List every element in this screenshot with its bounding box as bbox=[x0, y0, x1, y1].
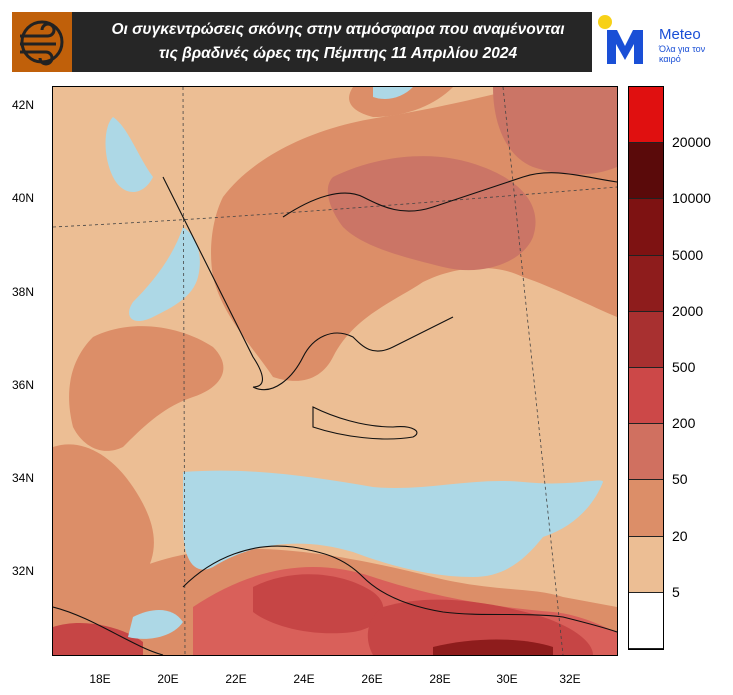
low-dust-area bbox=[129, 227, 200, 322]
colorbar-segment bbox=[629, 255, 663, 312]
colorbar-segment bbox=[629, 424, 663, 481]
lon-label-30e: 30E bbox=[496, 672, 518, 686]
colorbar-label: 5000 bbox=[672, 246, 704, 263]
meteo-m-icon bbox=[598, 15, 643, 64]
colorbar-segment bbox=[629, 536, 663, 593]
colorbar-segment bbox=[629, 143, 663, 200]
lon-label-22e: 22E bbox=[225, 672, 247, 686]
dust-level-500-area bbox=[253, 574, 384, 634]
brand-name: Meteo bbox=[659, 26, 701, 43]
colorbar-label: 20000 bbox=[672, 134, 711, 151]
title-line-2: τις βραδινές ώρες της Πέμπτης 11 Απριλίο… bbox=[158, 45, 518, 62]
colorbar-label: 500 bbox=[672, 359, 696, 375]
colorbar-label: 5 bbox=[672, 583, 680, 600]
low-dust-area bbox=[105, 117, 153, 192]
graticule bbox=[53, 87, 617, 655]
dust-wind-icon bbox=[12, 12, 72, 72]
lon-label-28e: 28E bbox=[429, 672, 451, 686]
dust-level-500-area bbox=[53, 622, 143, 655]
lat-label-34n: 34N bbox=[12, 471, 35, 485]
lat-label-32n: 32N bbox=[12, 564, 35, 578]
colorbar-label: 200 bbox=[672, 415, 696, 432]
title-banner: Οι συγκεντρώσεις σκόνης στην ατμόσφαιρα … bbox=[12, 12, 592, 72]
colorbar-label: 10000 bbox=[672, 190, 711, 207]
colorbar-segment bbox=[629, 311, 663, 368]
lat-label-36n: 36N bbox=[12, 378, 35, 392]
map-title: Οι συγκεντρώσεις σκόνης στην ατμόσφαιρα … bbox=[78, 18, 598, 66]
lon-label-32e: 32E bbox=[559, 672, 581, 686]
dust-level-2000-area bbox=[433, 639, 553, 655]
meteo-logo: Meteo Όλα για τον καιρό bbox=[595, 12, 720, 72]
colorbar-label: 50 bbox=[672, 471, 688, 488]
dust-level-50-area bbox=[493, 87, 617, 175]
lat-label-42n: 42N bbox=[12, 98, 35, 112]
low-dust-area bbox=[183, 470, 603, 577]
lon-label-24e: 24E bbox=[293, 672, 315, 686]
dust-level-50-area bbox=[327, 156, 536, 271]
title-line-1: Οι συγκεντρώσεις σκόνης στην ατμόσφαιρα … bbox=[111, 21, 565, 38]
colorbar-label: 20 bbox=[672, 527, 688, 544]
dust-level-20-area bbox=[69, 326, 224, 451]
lon-label-18e: 18E bbox=[89, 672, 111, 686]
colorbar-segment bbox=[629, 199, 663, 256]
dust-colorbar bbox=[628, 86, 664, 650]
colorbar-segment bbox=[629, 87, 663, 144]
colorbar-segment bbox=[629, 368, 663, 425]
lat-label-38n: 38N bbox=[12, 285, 35, 299]
dust-concentration-map bbox=[52, 86, 618, 656]
dust-level-20-area bbox=[53, 444, 154, 607]
coastlines bbox=[53, 172, 617, 655]
colorbar-label: 2000 bbox=[672, 302, 704, 319]
lon-label-26e: 26E bbox=[361, 672, 383, 686]
colorbar-segment bbox=[629, 480, 663, 537]
dust-level-500-area bbox=[367, 599, 593, 655]
colorbar-segment bbox=[629, 592, 663, 649]
brand-tagline: Όλα για τον καιρό bbox=[659, 44, 706, 64]
lon-label-20e: 20E bbox=[157, 672, 179, 686]
lat-label-40n: 40N bbox=[12, 191, 35, 205]
low-dust-area bbox=[128, 610, 183, 639]
low-dust-area bbox=[373, 87, 413, 99]
